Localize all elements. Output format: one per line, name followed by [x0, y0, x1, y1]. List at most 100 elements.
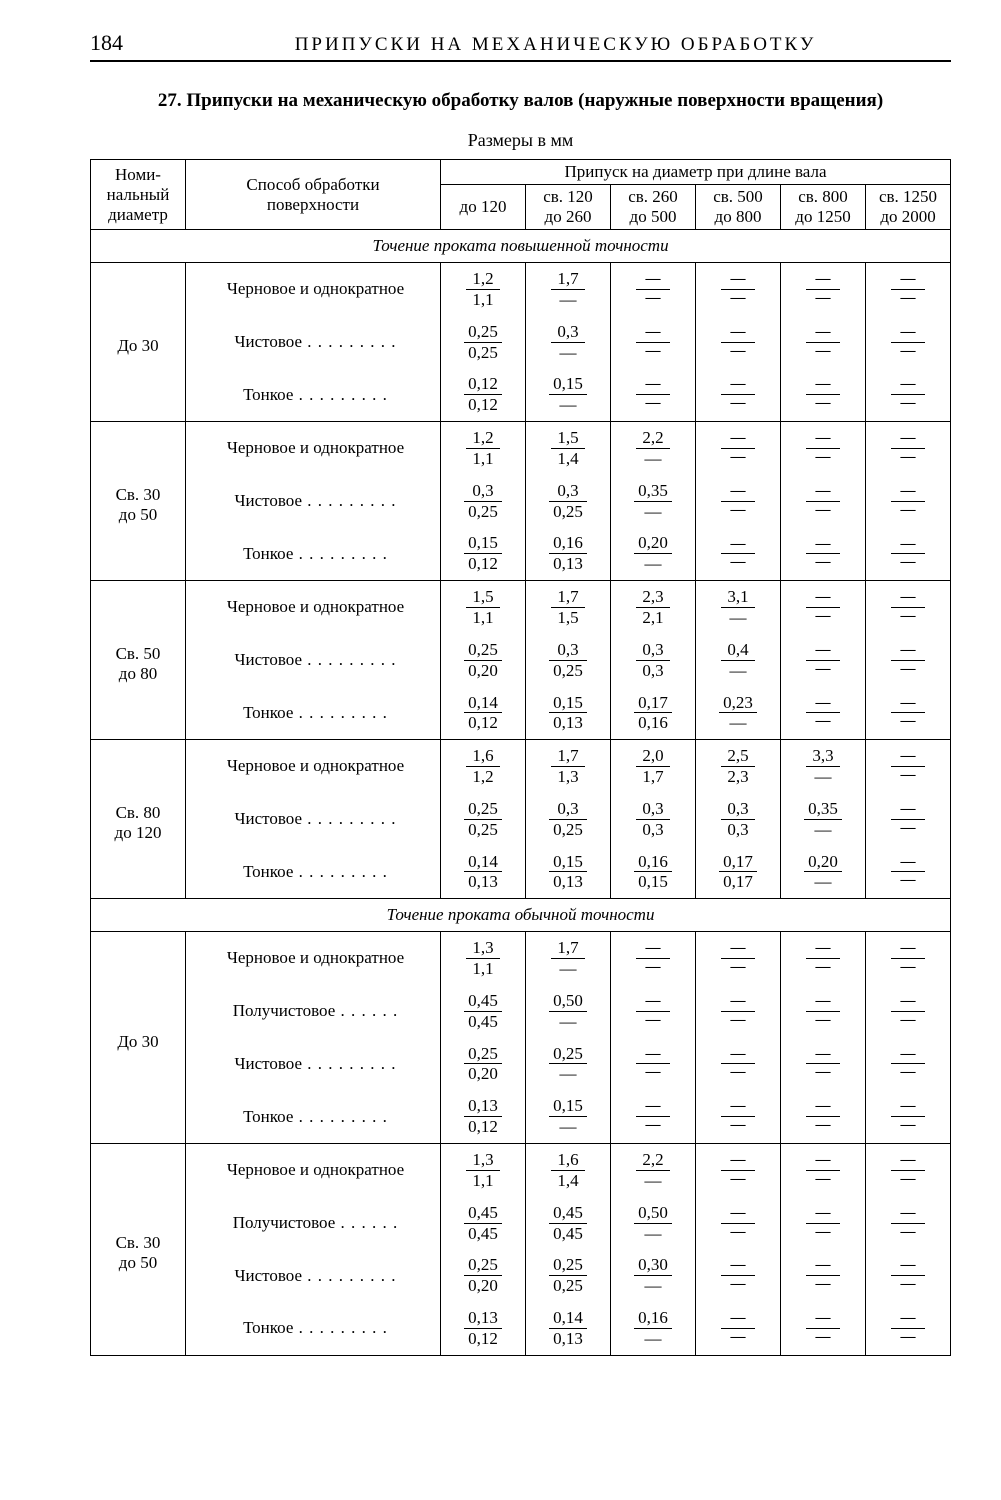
method-cell: Черновое и однократное	[186, 422, 441, 475]
value-cell: 0,160,13	[526, 527, 611, 580]
value-cell: 0,30,3	[696, 793, 781, 846]
value-cell: ——	[781, 1197, 866, 1250]
value-cell: 0,170,16	[611, 687, 696, 740]
value-cell: ——	[781, 985, 866, 1038]
value-cell: 1,71,3	[526, 740, 611, 793]
value-cell: 2,2—	[611, 422, 696, 475]
value-cell: 1,21,1	[441, 263, 526, 316]
value-cell: 0,4—	[696, 634, 781, 687]
value-cell: ——	[866, 1197, 951, 1250]
value-cell: 0,150,12	[441, 527, 526, 580]
page-number: 184	[90, 30, 160, 56]
diameter-cell: Св. 80 до 120	[91, 740, 186, 899]
col-length: св. 260 до 500	[611, 185, 696, 230]
value-cell: 0,250,25	[441, 793, 526, 846]
value-cell: ——	[696, 368, 781, 421]
value-cell: 0,30,25	[526, 475, 611, 528]
table-head: Номи- нальный диаметр Способ обработки п…	[91, 160, 951, 230]
value-cell: ——	[611, 985, 696, 1038]
running-head: ПРИПУСКИ НА МЕХАНИЧЕСКУЮ ОБРАБОТКУ	[160, 34, 951, 56]
table-subcaption: Размеры в мм	[90, 130, 951, 151]
value-cell: 1,71,5	[526, 581, 611, 634]
diameter-cell: До 30	[91, 263, 186, 422]
col-length: св. 120 до 260	[526, 185, 611, 230]
value-cell: ——	[866, 932, 951, 985]
value-cell: ——	[866, 1090, 951, 1143]
value-cell: 0,15—	[526, 1090, 611, 1143]
value-cell: ——	[781, 581, 866, 634]
value-cell: ——	[781, 1144, 866, 1197]
value-cell: ——	[611, 1038, 696, 1091]
value-cell: 3,1—	[696, 581, 781, 634]
method-cell: Тонкое	[186, 687, 441, 740]
col-length: св. 800 до 1250	[781, 185, 866, 230]
value-cell: 0,250,20	[441, 1249, 526, 1302]
page: 184 ПРИПУСКИ НА МЕХАНИЧЕСКУЮ ОБРАБОТКУ 2…	[0, 0, 1001, 1500]
value-cell: 0,16—	[611, 1302, 696, 1355]
value-cell: 0,25—	[526, 1038, 611, 1091]
value-cell: ——	[866, 793, 951, 846]
value-cell: ——	[781, 422, 866, 475]
value-cell: ——	[866, 368, 951, 421]
method-cell: Черновое и однократное	[186, 740, 441, 793]
col-length: св. 1250 до 2000	[866, 185, 951, 230]
value-cell: ——	[866, 581, 951, 634]
value-cell: ——	[866, 740, 951, 793]
method-cell: Черновое и однократное	[186, 581, 441, 634]
method-cell: Тонкое	[186, 846, 441, 899]
value-cell: 2,52,3	[696, 740, 781, 793]
value-cell: 0,140,12	[441, 687, 526, 740]
value-cell: ——	[781, 1090, 866, 1143]
value-cell: 0,50—	[611, 1197, 696, 1250]
value-cell: ——	[866, 1249, 951, 1302]
value-cell: 0,170,17	[696, 846, 781, 899]
value-cell: ——	[696, 1090, 781, 1143]
value-cell: ——	[781, 932, 866, 985]
value-cell: 0,20—	[611, 527, 696, 580]
value-cell: 0,35—	[611, 475, 696, 528]
value-cell: ——	[866, 687, 951, 740]
value-cell: 0,30,25	[526, 793, 611, 846]
section-header: Точение проката обычной точности	[91, 899, 951, 932]
value-cell: ——	[696, 1302, 781, 1355]
value-cell: ——	[866, 527, 951, 580]
value-cell: 1,51,1	[441, 581, 526, 634]
value-cell: ——	[611, 932, 696, 985]
method-cell: Черновое и однократное	[186, 1144, 441, 1197]
value-cell: 0,140,13	[526, 1302, 611, 1355]
method-cell: Чистовое	[186, 1249, 441, 1302]
value-cell: 1,61,2	[441, 740, 526, 793]
value-cell: ——	[781, 1249, 866, 1302]
value-cell: ——	[696, 422, 781, 475]
value-cell: ——	[696, 1197, 781, 1250]
method-cell: Чистовое	[186, 475, 441, 528]
value-cell: 1,61,4	[526, 1144, 611, 1197]
value-cell: ——	[696, 985, 781, 1038]
value-cell: 0,30—	[611, 1249, 696, 1302]
value-cell: 1,7—	[526, 263, 611, 316]
value-cell: 2,32,1	[611, 581, 696, 634]
value-cell: ——	[866, 422, 951, 475]
value-cell: ——	[866, 634, 951, 687]
value-cell: 2,2—	[611, 1144, 696, 1197]
value-cell: ——	[781, 527, 866, 580]
method-cell: Получистовое	[186, 1197, 441, 1250]
value-cell: ——	[781, 368, 866, 421]
value-cell: ——	[781, 1302, 866, 1355]
value-cell: 0,35—	[781, 793, 866, 846]
value-cell: ——	[611, 1090, 696, 1143]
method-cell: Чистовое	[186, 1038, 441, 1091]
value-cell: 0,20—	[781, 846, 866, 899]
value-cell: 0,450,45	[441, 1197, 526, 1250]
value-cell: 0,30,3	[611, 793, 696, 846]
value-cell: 0,250,20	[441, 634, 526, 687]
value-cell: ——	[696, 932, 781, 985]
value-cell: 0,30,25	[526, 634, 611, 687]
value-cell: ——	[781, 687, 866, 740]
value-cell: 0,140,13	[441, 846, 526, 899]
value-cell: 0,250,25	[441, 316, 526, 369]
value-cell: 0,130,12	[441, 1090, 526, 1143]
value-cell: 1,31,1	[441, 1144, 526, 1197]
value-cell: ——	[866, 985, 951, 1038]
value-cell: ——	[866, 1302, 951, 1355]
